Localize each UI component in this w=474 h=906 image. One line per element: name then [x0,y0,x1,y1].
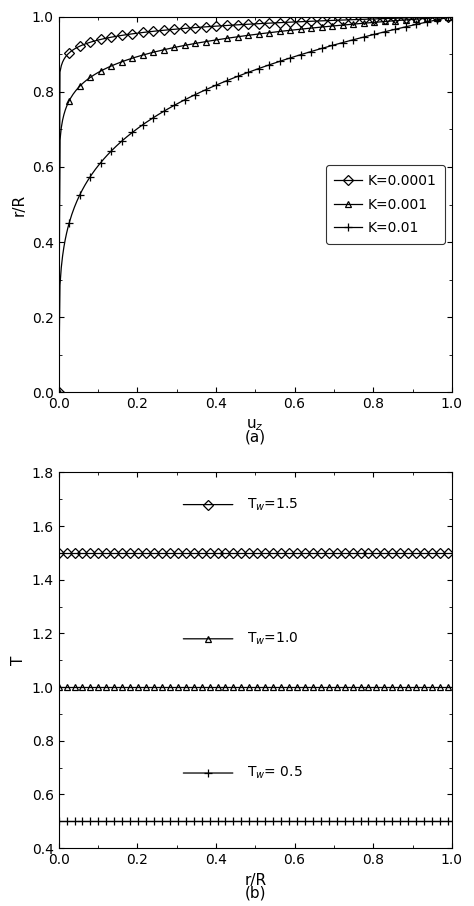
X-axis label: u$_z$: u$_z$ [246,417,264,432]
K=0.0001 [289,16,294,27]
K=0.01 [56,387,62,398]
K=0.01 [449,11,455,22]
Text: (a): (a) [245,430,266,445]
K=0.0001 [412,12,418,23]
K=0.001 [387,15,393,26]
K=0.01 [296,50,302,61]
K=0.001 [296,24,302,34]
Y-axis label: T: T [11,656,26,665]
K=0.0001 [290,16,296,27]
K=0.0001 [57,67,63,78]
K=0.001 [290,24,296,35]
X-axis label: r/R: r/R [244,872,266,888]
K=0.0001 [449,11,455,22]
Line: K=0.01: K=0.01 [55,13,456,397]
K=0.001 [56,387,62,398]
K=0.01 [412,19,418,30]
K=0.01 [57,280,63,291]
Text: (b): (b) [245,886,266,901]
K=0.01 [289,53,294,63]
K=0.0001 [387,13,393,24]
Y-axis label: r/R: r/R [11,194,26,216]
Text: T$_w$=1.0: T$_w$=1.0 [247,631,299,647]
K=0.0001 [56,387,62,398]
Legend: K=0.0001, K=0.001, K=0.01: K=0.0001, K=0.001, K=0.01 [326,166,445,244]
Line: K=0.001: K=0.001 [55,14,456,396]
Text: T$_w$=1.5: T$_w$=1.5 [247,496,299,513]
K=0.01 [290,52,296,63]
K=0.001 [412,14,418,24]
K=0.001 [57,135,63,146]
K=0.001 [449,11,455,22]
Text: T$_w$= 0.5: T$_w$= 0.5 [247,765,303,781]
Line: K=0.0001: K=0.0001 [55,14,456,396]
K=0.01 [387,25,393,36]
K=0.001 [289,24,294,35]
K=0.0001 [296,16,302,27]
